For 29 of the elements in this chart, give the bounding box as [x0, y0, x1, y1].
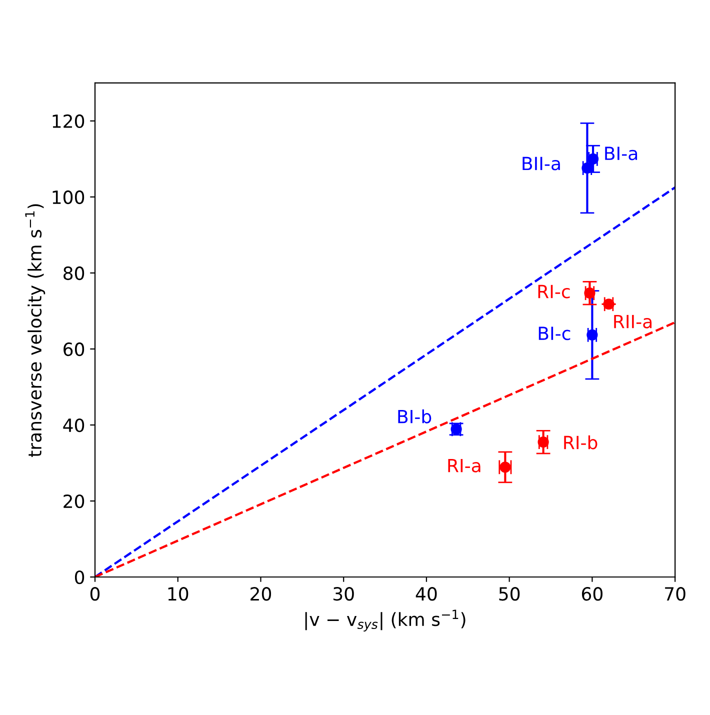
x-tick-label: 30: [333, 587, 354, 601]
x-tick-label: 20: [250, 587, 272, 601]
annotation: BI-b: [398, 409, 432, 424]
x-tick-label: 40: [416, 587, 437, 601]
y-tick-label: 100: [52, 190, 84, 204]
x-tick-label: 0: [90, 587, 100, 601]
y-tick-label: 20: [64, 494, 84, 508]
x-tick-label: 10: [168, 587, 188, 601]
point: [538, 436, 549, 448]
y-tick-label: 120: [52, 114, 84, 128]
annotation: BII-a: [522, 156, 560, 170]
point: [584, 288, 596, 299]
y-tick-label: 40: [63, 418, 84, 432]
x-axis-title: |v − v$_{sys}$| (km s$^{−1}$): [305, 610, 466, 632]
x-tick-label: 70: [665, 587, 686, 601]
point: [586, 329, 598, 340]
x-tick-label: 60: [582, 587, 602, 601]
annotation: RI-b: [564, 435, 598, 450]
annotation: RI-c: [538, 284, 570, 298]
y-tick-label: 60: [64, 342, 84, 356]
y-tick-label: 0: [74, 570, 84, 584]
annotation: BI-c: [538, 326, 570, 340]
x-tick-label: 50: [499, 587, 520, 601]
y-tick-label: 80: [64, 266, 84, 280]
annotation: RII-a: [614, 314, 652, 328]
point: [603, 298, 614, 310]
annotation: BI-a: [605, 146, 638, 160]
annotation: RI-a: [448, 458, 480, 472]
y-axis-title: transverse velocity (km s$^{−1}$): [25, 204, 46, 457]
